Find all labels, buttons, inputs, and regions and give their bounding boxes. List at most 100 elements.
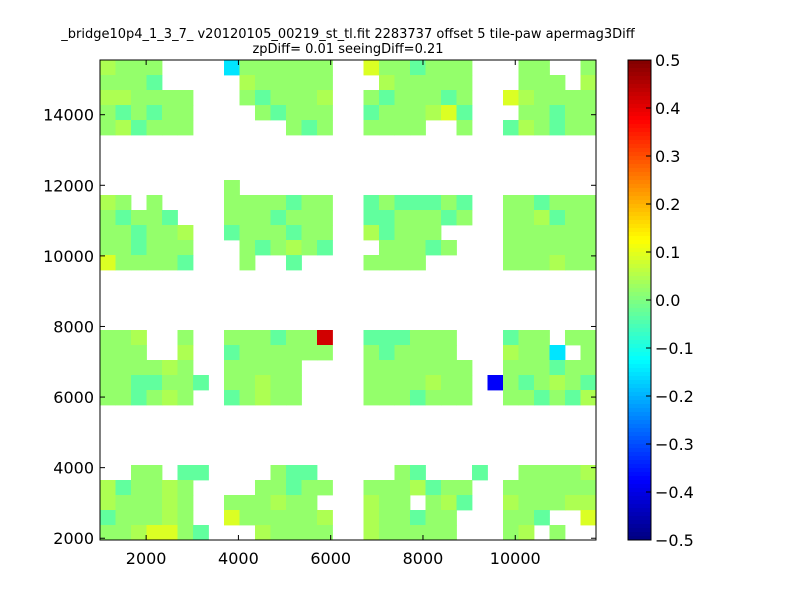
heatmap-cell: [301, 90, 318, 106]
heatmap-cell: [549, 480, 566, 496]
heatmap-cell: [301, 330, 318, 346]
heatmap-cell: [177, 90, 194, 106]
heatmap-cell: [534, 345, 550, 361]
heatmap-cell: [518, 390, 535, 406]
colorbar-segment: [628, 504, 651, 509]
colorbar-segment: [628, 180, 651, 185]
heatmap-cell: [487, 375, 504, 391]
heatmap-cell: [286, 60, 302, 76]
heatmap-cell: [162, 375, 178, 391]
heatmap-cell: [503, 360, 519, 376]
heatmap-cell: [441, 390, 457, 406]
heatmap-cell: [503, 510, 519, 526]
heatmap-cell: [317, 240, 333, 256]
heatmap-cell: [518, 210, 535, 226]
colorbar-segment: [628, 340, 651, 345]
heatmap-cell: [394, 465, 411, 481]
heatmap-cell: [394, 195, 411, 211]
heatmap-cell: [286, 195, 302, 211]
y-tick-label: 4000: [53, 459, 94, 478]
heatmap-cell: [146, 480, 163, 496]
heatmap-cell: [456, 375, 473, 391]
colorbar-segment: [628, 160, 651, 165]
heatmap-cell: [224, 360, 240, 376]
colorbar-segment: [628, 332, 651, 337]
colorbar-segment: [628, 524, 651, 529]
heatmap-cell: [580, 465, 597, 481]
heatmap-cell: [146, 510, 163, 526]
colorbar-segment: [628, 140, 651, 145]
heatmap-cell: [286, 360, 302, 376]
colorbar-segment: [628, 364, 651, 369]
heatmap-cell: [441, 90, 457, 106]
heatmap-cell: [177, 225, 194, 241]
heatmap-cell: [410, 480, 426, 496]
colorbar-segment: [628, 248, 651, 253]
heatmap-cell: [363, 255, 380, 271]
heatmap-cell: [549, 90, 566, 106]
colorbar-segment: [628, 100, 651, 105]
heatmap-cell: [255, 330, 271, 346]
heatmap-cell: [255, 210, 271, 226]
colorbar-segment: [628, 208, 651, 213]
heatmap-cell: [270, 495, 287, 511]
heatmap-cell: [580, 90, 597, 106]
heatmap-cell: [503, 225, 519, 241]
heatmap-cell: [131, 255, 147, 271]
heatmap-cell: [239, 510, 256, 526]
colorbar-segment: [628, 80, 651, 85]
heatmap-cell: [534, 225, 550, 241]
heatmap-cell: [317, 480, 333, 496]
heatmap-cell: [115, 375, 132, 391]
colorbar-segment: [628, 96, 651, 101]
colorbar-segment: [628, 252, 651, 257]
heatmap-cell: [224, 510, 240, 526]
colorbar-segment: [628, 492, 651, 497]
heatmap-cell: [441, 60, 457, 76]
heatmap-cell: [549, 390, 566, 406]
heatmap-cell: [441, 75, 457, 91]
colorbar-segment: [628, 376, 651, 381]
heatmap-cell: [472, 465, 488, 481]
heatmap-cell: [224, 390, 240, 406]
heatmap-cell: [177, 510, 194, 526]
heatmap-cell: [177, 480, 194, 496]
heatmap-cell: [270, 330, 287, 346]
heatmap-cell: [317, 330, 333, 346]
heatmap-cell: [503, 210, 519, 226]
heatmap-cell: [534, 480, 550, 496]
colorbar-segment: [628, 188, 651, 193]
colorbar-segment: [628, 304, 651, 309]
heatmap-cell: [286, 465, 302, 481]
heatmap-cell: [131, 60, 147, 76]
heatmap-cell: [301, 225, 318, 241]
colorbar-tick-label: 0.2: [655, 195, 680, 214]
heatmap-cell: [425, 240, 442, 256]
heatmap-cell: [255, 360, 271, 376]
heatmap-cell: [549, 255, 566, 271]
heatmap-cell: [301, 120, 318, 136]
colorbar-segment: [628, 168, 651, 173]
heatmap-cell: [425, 225, 442, 241]
heatmap-cell: [115, 495, 132, 511]
colorbar-segment: [628, 328, 651, 333]
heatmap-cell: [255, 525, 271, 541]
heatmap-cell: [441, 195, 457, 211]
heatmap-cell: [518, 105, 535, 121]
heatmap-cell: [580, 360, 597, 376]
heatmap-cell: [363, 480, 380, 496]
x-tick-label: 4000: [218, 549, 259, 568]
colorbar-segment: [628, 356, 651, 361]
heatmap-cell: [131, 225, 147, 241]
heatmap-cell: [317, 345, 333, 361]
colorbar-segment: [628, 508, 651, 513]
heatmap-cell: [317, 105, 333, 121]
colorbar-segment: [628, 480, 651, 485]
heatmap-cell: [456, 390, 473, 406]
heatmap-cell: [255, 345, 271, 361]
heatmap-cell: [286, 330, 302, 346]
heatmap-cell: [363, 120, 380, 136]
heatmap-cell: [177, 120, 194, 136]
heatmap-cell: [394, 480, 411, 496]
heatmap-cell: [394, 360, 411, 376]
